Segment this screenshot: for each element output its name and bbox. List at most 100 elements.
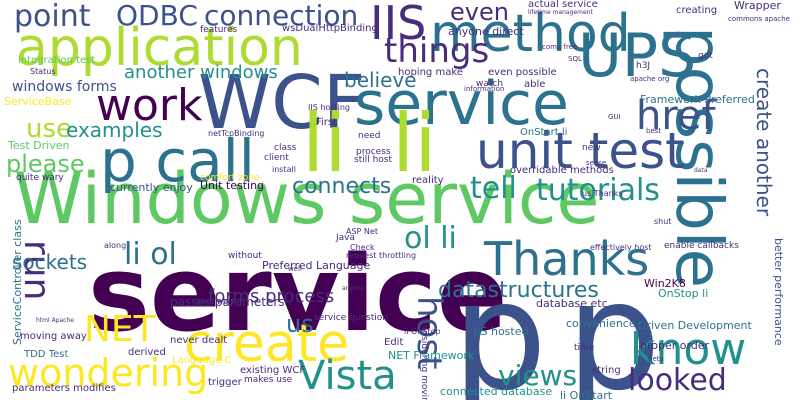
word-database-etc: database etc bbox=[536, 297, 608, 310]
word-p: p bbox=[452, 250, 548, 400]
word-forms-process: forms process bbox=[208, 286, 335, 307]
word-service-mid: service bbox=[354, 69, 569, 139]
word-windows-service: Windows service bbox=[14, 158, 600, 240]
word-makes-use: makes use bbox=[244, 375, 293, 385]
word-proper-order: proper order bbox=[640, 339, 710, 352]
word-first: First bbox=[316, 117, 338, 128]
word-net: NET bbox=[84, 309, 156, 350]
word-sockets: sockets bbox=[12, 250, 88, 274]
word-test-driven: Test Driven bbox=[8, 139, 70, 152]
word-creating: creating bbox=[676, 5, 718, 16]
word-integration-test: integration test bbox=[18, 55, 96, 66]
word-wcf: WCF bbox=[198, 60, 366, 146]
word-reality: reality bbox=[412, 175, 444, 186]
word-gets: gets bbox=[648, 355, 664, 363]
word-new: new bbox=[582, 143, 601, 153]
word-anyone-direct: anyone direct bbox=[448, 25, 524, 38]
word-overridable-methods: overridable methods bbox=[510, 165, 614, 176]
word-passes-parameters: passes parameters bbox=[170, 295, 285, 309]
word-p-second: p bbox=[566, 250, 662, 400]
word-driven-development: Driven Development bbox=[638, 319, 752, 332]
word-better-performance: better performance bbox=[772, 238, 785, 346]
word-existing-wcf: existing WCF bbox=[240, 365, 306, 376]
word-wrapper: Wrapper bbox=[734, 0, 781, 12]
word-looked: looked bbox=[628, 363, 727, 398]
word-win2k8: Win2K8 bbox=[644, 277, 686, 290]
word-li-onstop: li OnStop bbox=[404, 327, 441, 336]
word-connects: connects bbox=[292, 174, 392, 199]
word-sql: SQL bbox=[568, 55, 582, 63]
word-vista: Vista bbox=[298, 353, 397, 399]
word-href: href bbox=[636, 93, 716, 139]
word-along: along bbox=[104, 241, 127, 250]
word-servicebase: ServiceBase bbox=[4, 95, 72, 108]
word-comfort-zone: comfort zone bbox=[200, 173, 260, 183]
word-still-host: still host bbox=[354, 155, 393, 165]
word-request-throttling: request throttling bbox=[346, 251, 417, 260]
word-ol-li: ol li bbox=[404, 221, 457, 256]
word-without: without bbox=[228, 251, 262, 261]
word-connected-database: connected database bbox=[440, 385, 553, 398]
word-li-second: li bbox=[392, 97, 437, 190]
word-tutorials: tutorials bbox=[536, 173, 660, 208]
word-sense: sense bbox=[586, 159, 607, 167]
word-gui: GUI bbox=[608, 113, 621, 121]
word-effectively-host: effectively host bbox=[590, 243, 652, 252]
word-iis: IIS bbox=[370, 0, 427, 50]
word-status: Status bbox=[30, 67, 56, 76]
word-apache-org: apache org bbox=[630, 75, 670, 83]
word-asp-net: ASP Net bbox=[346, 227, 378, 236]
word-currently-enjoy: currently enjoy bbox=[110, 181, 193, 194]
word-li-ol: li ol bbox=[124, 237, 177, 272]
word-believe: believe bbox=[344, 68, 417, 92]
word-net-framework: NET Framework bbox=[388, 349, 475, 362]
word-install: install bbox=[272, 165, 296, 174]
word-time: time bbox=[574, 343, 595, 353]
word-information: information bbox=[464, 85, 505, 93]
word-edit: Edit bbox=[384, 337, 404, 348]
word-examples: examples bbox=[66, 118, 163, 142]
word-li: li bbox=[302, 97, 347, 190]
word-onstop-li: OnStop li bbox=[658, 287, 709, 300]
word-anyone: anyone bbox=[342, 285, 365, 292]
word-even: even bbox=[450, 0, 509, 26]
word-datastructures: datastructures bbox=[438, 278, 599, 303]
word-tell: tell bbox=[470, 171, 517, 206]
word-shut: shut bbox=[654, 217, 672, 226]
word-h3j: h3J bbox=[636, 61, 651, 71]
word-create-another: create another bbox=[752, 68, 776, 217]
word-know: know bbox=[630, 324, 747, 375]
word-come-free: come free bbox=[542, 43, 578, 51]
word-actual-service: actual service bbox=[528, 0, 598, 10]
word-check: Check bbox=[350, 243, 375, 252]
word-p-call: p call bbox=[100, 127, 255, 195]
word-us-thanks: us Thanks bbox=[582, 189, 623, 198]
word-features: features bbox=[200, 25, 238, 35]
word-trigger: trigger bbox=[208, 377, 242, 388]
word-ups: UPS bbox=[578, 21, 697, 91]
word-service-question: service question bbox=[314, 313, 388, 323]
word-never-dealt: never dealt bbox=[170, 335, 228, 346]
word-method: method bbox=[430, 4, 631, 64]
word-convenience: convenience bbox=[566, 317, 636, 330]
word-unit-testing: Unit testing bbox=[200, 179, 265, 192]
word-iis-hosted: IIS hosted bbox=[474, 325, 529, 338]
word-class: class bbox=[274, 143, 297, 153]
word-enable-callbacks: enable callbacks bbox=[664, 241, 739, 251]
word-language-c: Language C bbox=[172, 355, 232, 366]
word-moving-away: moving away bbox=[20, 331, 87, 342]
word-windows-forms: windows forms bbox=[12, 79, 117, 95]
word-thanks: Thanks bbox=[484, 232, 650, 286]
word-another-windows: another windows bbox=[124, 62, 278, 83]
word-even-possible: even possible bbox=[488, 67, 557, 78]
word-best: best bbox=[646, 127, 662, 135]
word-use: use bbox=[26, 114, 73, 144]
word-data: data bbox=[694, 167, 708, 174]
word-quite-wary: quite wary bbox=[16, 173, 64, 183]
word-wsdualhttpbinding: wsDualHttpBinding bbox=[282, 23, 378, 34]
word-odbc: ODBC bbox=[116, 0, 198, 32]
word-unit-test: unit test bbox=[476, 122, 685, 180]
word-create: create bbox=[184, 314, 350, 374]
word-able: able bbox=[524, 79, 546, 90]
